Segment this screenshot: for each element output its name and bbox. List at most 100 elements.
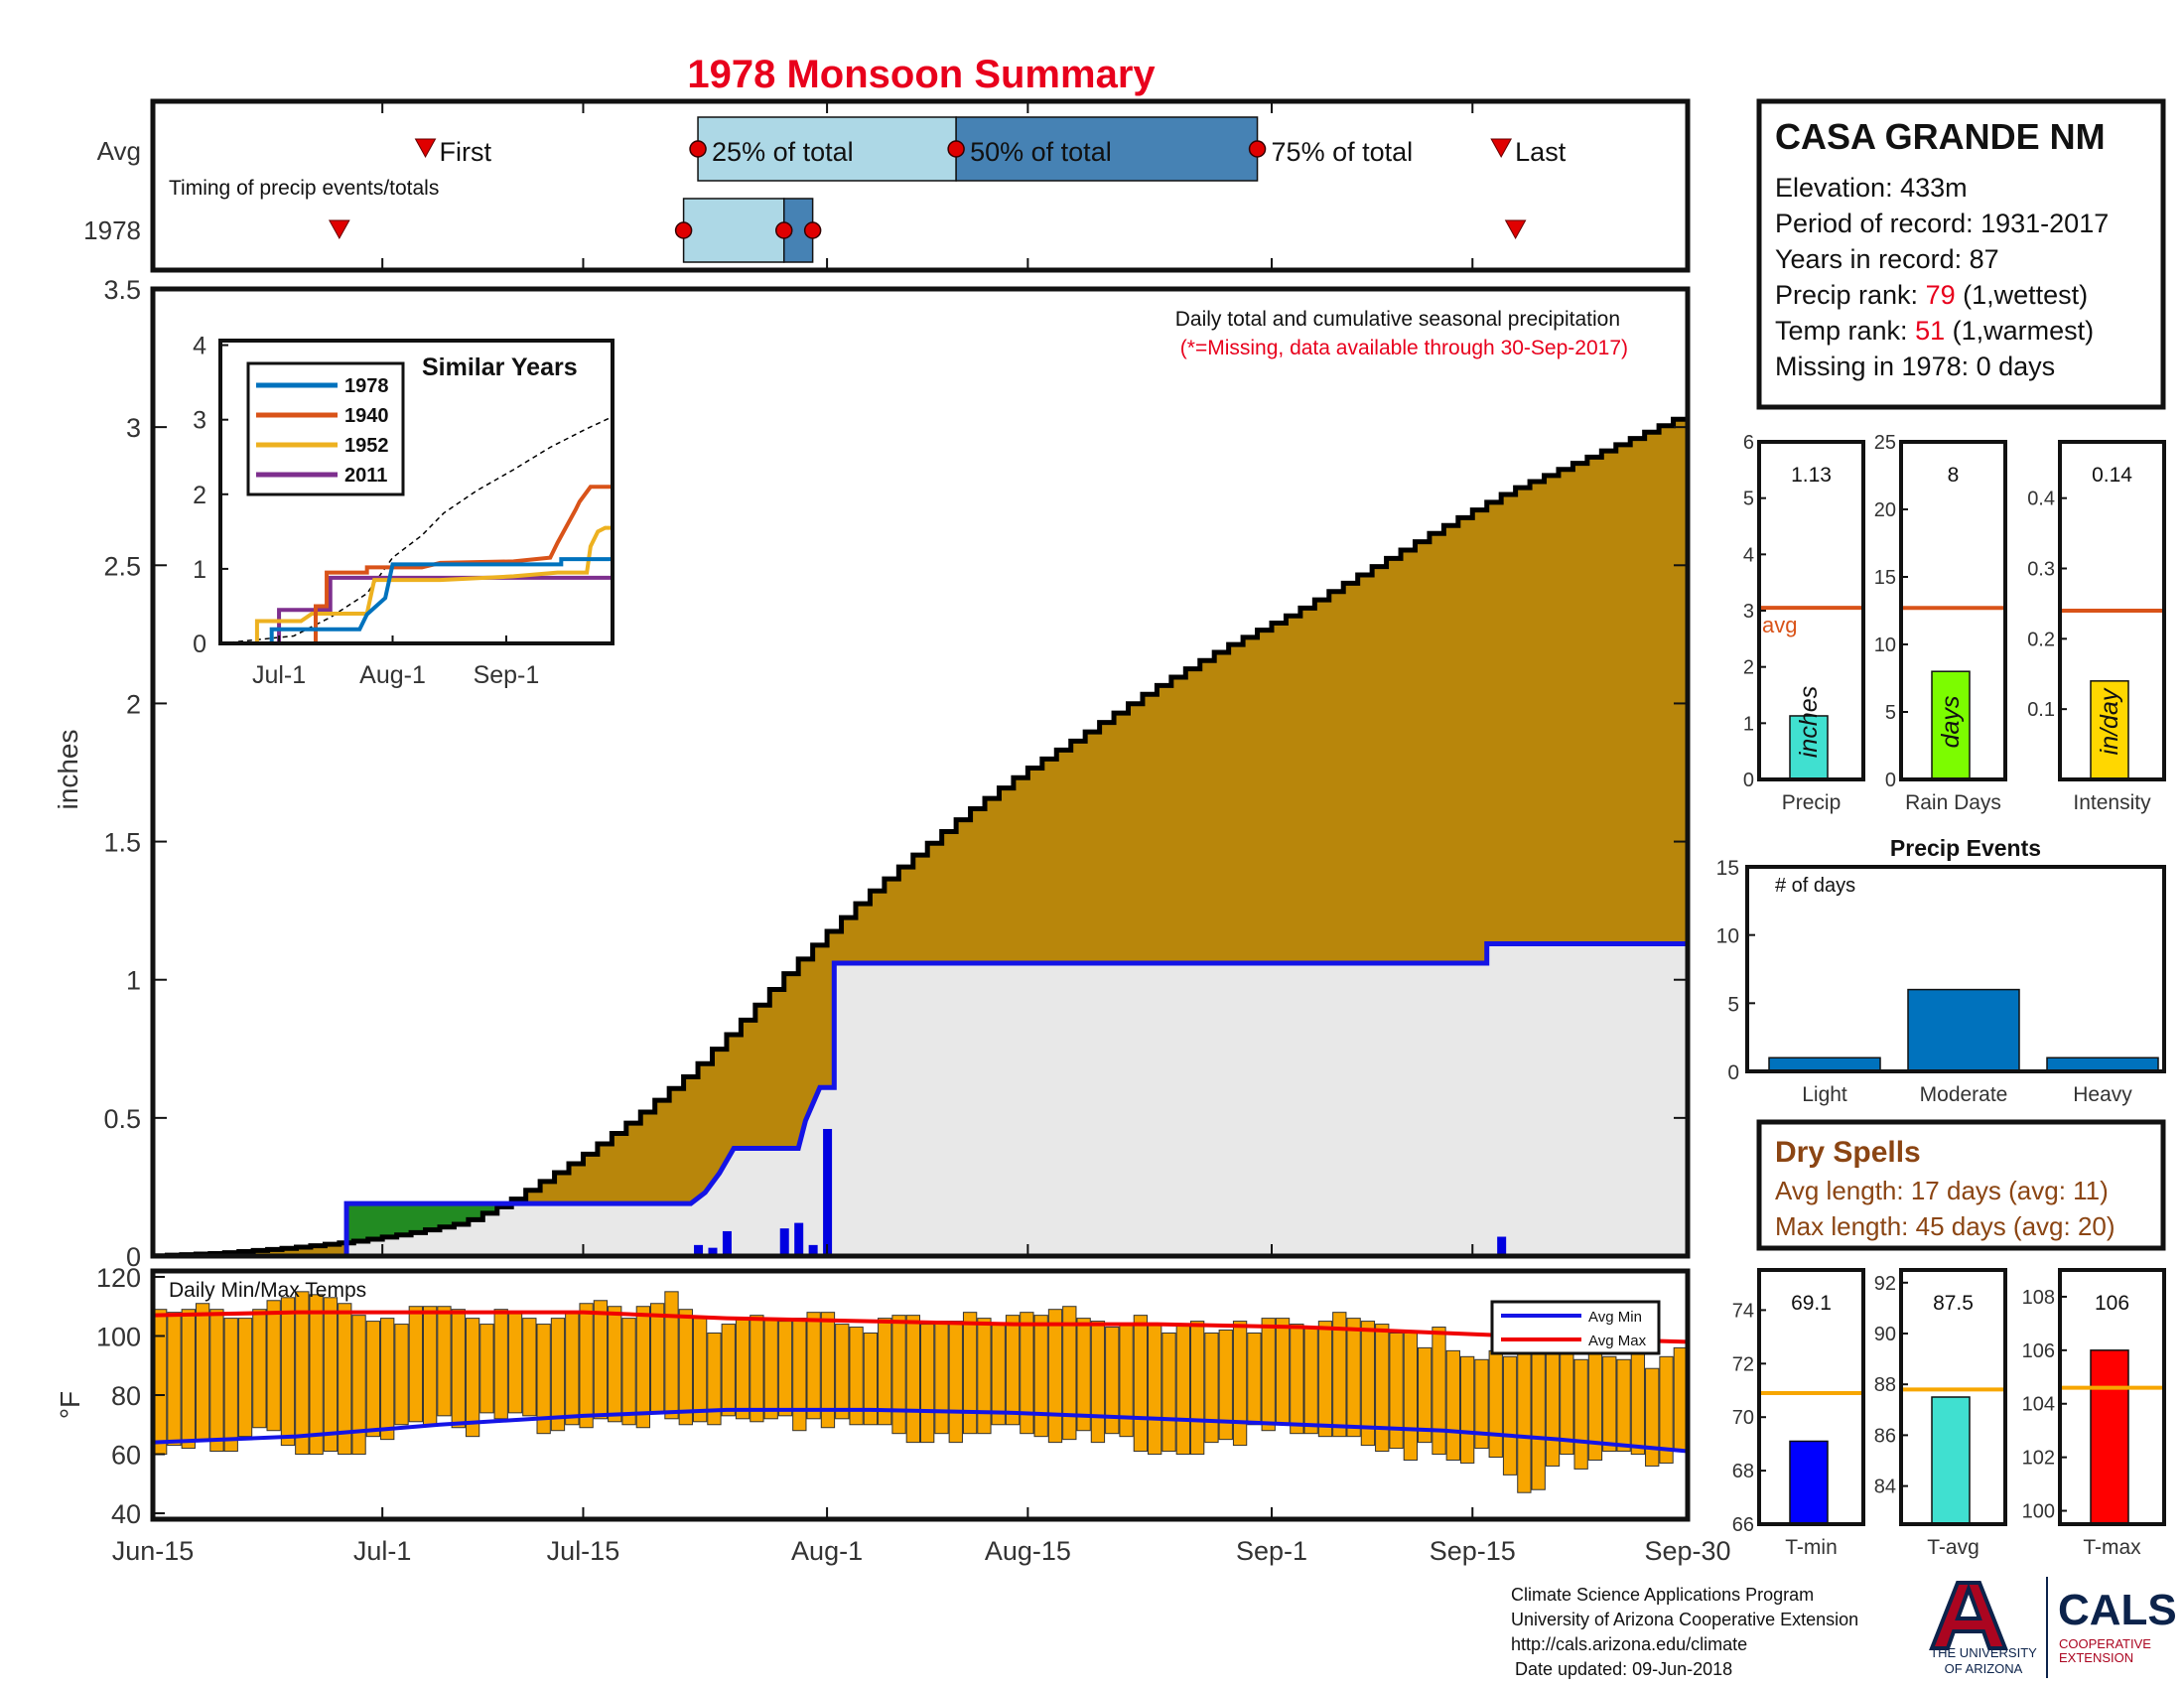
temp-range-bar — [1218, 1330, 1233, 1441]
daily-precip-bar — [808, 1244, 818, 1256]
temp-range-bar — [1232, 1321, 1248, 1447]
shared-x-ticks: Jun-15 Jul-1 Jul-15 Aug-1 Aug-15 Sep-1 Sep-15 S… — [112, 1244, 1731, 1566]
temp-stat-value-label-0: 69.1 — [1791, 1292, 1832, 1315]
timing-year-box-25-50 — [682, 198, 785, 263]
footer: Climate Science Applications Program Uni… — [1511, 1577, 2177, 1679]
temp-range-bar — [1389, 1333, 1404, 1450]
temp-range-bar — [1346, 1318, 1361, 1438]
temp-range-bar — [650, 1303, 665, 1414]
inset-legend-label-1978: 1978 — [344, 375, 389, 397]
temp-stat-value-label-1: 87.5 — [1933, 1292, 1974, 1315]
precip-stat-tick-label-0: 0 — [1743, 770, 1754, 791]
temp-range-bar — [550, 1318, 566, 1432]
temp-range-bar — [1474, 1358, 1489, 1450]
temp-range-bar — [536, 1324, 551, 1435]
station-frame — [1756, 98, 2166, 410]
events-category-light: Light — [1802, 1083, 1847, 1106]
precip-stat-tick-label-0: 6 — [1743, 432, 1754, 454]
events-category-moderate: Moderate — [1920, 1083, 2008, 1106]
temp-stat-tick-label-1: 88 — [1874, 1374, 1896, 1396]
temp-range-bar — [1531, 1340, 1546, 1490]
precip-stat-tick-label-1: 5 — [1885, 702, 1896, 724]
temp-range-bar — [1090, 1321, 1106, 1444]
temp-stat-category-label-1: T-avg — [1927, 1536, 1979, 1559]
temp-range-bar — [593, 1300, 609, 1420]
timing-markers — [152, 101, 1689, 270]
temp-range-bar — [167, 1312, 182, 1447]
timing-50-label: 50% of total — [970, 137, 1112, 167]
precip-stat-avg-text: avg — [1762, 613, 1797, 637]
temp-range-bar — [365, 1321, 381, 1438]
main-y-tick-label: 1 — [126, 966, 141, 996]
temp-range-bar — [507, 1312, 523, 1414]
temp-range-bar — [849, 1327, 864, 1426]
timing-75-label: 75% of total — [1272, 137, 1414, 167]
arizona-a-mark — [1929, 1581, 2008, 1650]
precip-stat-tick-label-0: 2 — [1743, 657, 1754, 679]
timing-year-first-marker — [328, 219, 350, 240]
x-tick-label: Jul-15 — [547, 1536, 620, 1566]
temp-stat-bar-t-min — [1789, 1440, 1829, 1525]
temp-range-bar — [351, 1315, 366, 1456]
x-tick-label: Aug-1 — [791, 1536, 863, 1566]
observed-cumulative-line — [153, 941, 1688, 1259]
temp-range-bar — [1317, 1321, 1333, 1438]
precip-stat-tick-label-0: 5 — [1743, 489, 1754, 510]
temp-stat-tick-label-0: 72 — [1732, 1353, 1754, 1375]
inset-y-tick-label: 2 — [193, 482, 206, 509]
temp-range-bar — [1332, 1312, 1347, 1438]
precip-stat-unit-label-0: inches — [1795, 686, 1823, 758]
precip-stat-tick-label-1: 15 — [1874, 567, 1896, 589]
inset-series-1978 — [220, 557, 613, 645]
temp-range-bar — [565, 1312, 580, 1426]
daily-precip-bar — [794, 1222, 804, 1256]
temp-range-bar — [991, 1324, 1006, 1426]
precip-stat-tick-label-1: 10 — [1874, 634, 1896, 656]
temp-stat-tick-label-0: 66 — [1732, 1514, 1754, 1536]
cals-line-1: COOPERATIVE — [2059, 1636, 2151, 1651]
precip-stat-tick-label-1: 25 — [1874, 432, 1896, 454]
timing-row-year: 1978 — [83, 215, 141, 245]
inset-series-1952 — [220, 525, 613, 645]
temp-range-bar — [777, 1321, 793, 1417]
temp-stat-tick-label-1: 86 — [1874, 1425, 1896, 1447]
temp-y-ticks: 40 60 80 100 120 — [96, 1263, 165, 1529]
inset-legend-label-2011: 2011 — [344, 465, 387, 487]
precip-stat-category-label-0: Precip — [1782, 791, 1842, 814]
footer-line-3: http://cals.arizona.edu/climate — [1511, 1634, 1747, 1654]
university-of-arizona-logo: THE UNIVERSITY OF ARIZONA — [1929, 1581, 2037, 1676]
inset-series-avg — [219, 415, 614, 644]
events-tick-label: 5 — [1727, 993, 1739, 1016]
temp-stat-tick-label-1: 84 — [1874, 1477, 1896, 1498]
temp-range-bar — [493, 1309, 508, 1420]
figure-title: 1978 Monsoon Summary — [687, 53, 1156, 96]
temp-range-bar — [1020, 1312, 1034, 1435]
precip-stat-frame-1 — [1899, 440, 2007, 781]
station-precip-rank: Precip rank: 79 (1,wettest) — [1775, 280, 2088, 310]
temp-range-bar — [863, 1333, 879, 1426]
inset-ticks: 0 1 2 3 4 Jul-1 Aug-1 Sep-1 — [193, 333, 539, 689]
main-y-tick-label: 0.5 — [103, 1104, 141, 1134]
temp-range-bar — [1502, 1355, 1518, 1476]
temperature-chart: 40 60 80 100 120 Jun-15 Jul-1 Jul-15 Aug-1 Aug-1… — [55, 1244, 1731, 1566]
temp-range-bar — [878, 1318, 892, 1426]
main-y-label: inches — [53, 730, 83, 810]
station-years: Years in record: 87 — [1775, 244, 1999, 274]
precip-stat-category-label-1: Rain Days — [1905, 791, 2001, 814]
temp-range-bar — [750, 1315, 764, 1423]
x-tick-label: Sep-15 — [1430, 1536, 1516, 1566]
main-plot-frame — [150, 286, 1691, 1259]
temp-stat-tick-label-2: 102 — [2022, 1448, 2055, 1470]
inset-y-tick-label: 1 — [193, 556, 206, 584]
timing-avg-last-marker — [1490, 138, 1513, 159]
temp-range-bar — [1659, 1355, 1674, 1464]
temp-range-bar — [664, 1291, 679, 1420]
events-tick-label: 10 — [1716, 925, 1739, 948]
inset-y-tick-label: 4 — [193, 333, 206, 360]
temp-range-bar — [948, 1321, 963, 1444]
precip-stat-tick-label-2: 0.4 — [2027, 489, 2055, 510]
temp-range-bar — [608, 1306, 622, 1423]
temp-stat-tick-label-1: 90 — [1874, 1324, 1896, 1345]
temp-range-bar — [408, 1306, 423, 1423]
temp-range-bar — [579, 1303, 594, 1429]
